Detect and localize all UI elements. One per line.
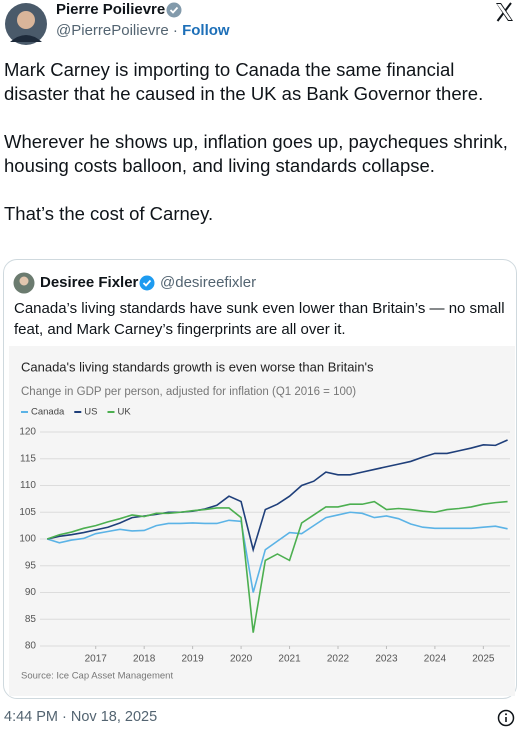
quote-avatar xyxy=(13,272,35,294)
x-tick-label: 2017 xyxy=(85,654,108,665)
x-tick-label: 2023 xyxy=(375,654,398,665)
y-tick-label: 100 xyxy=(19,534,36,545)
chart-subtitle: Change in GDP per person, adjusted for i… xyxy=(21,386,356,398)
tweet-text: Mark Carney is importing to Canada the s… xyxy=(4,58,516,226)
paragraph: That’s the cost of Carney. xyxy=(4,203,214,224)
y-tick-label: 90 xyxy=(25,587,37,598)
quote-handle: @desireefixler xyxy=(160,274,257,291)
paragraph: Wherever he shows up, inflation goes up,… xyxy=(4,131,508,176)
chart-source: Source: Ice Cap Asset Management xyxy=(21,671,173,682)
quote-text: Canada’s living standards have sunk even… xyxy=(14,300,505,338)
x-tick-label: 2024 xyxy=(424,654,447,665)
x-tick-label: 2022 xyxy=(327,654,350,665)
quote-card[interactable]: Desiree Fixler @desireefixler Canada’s l… xyxy=(3,259,517,699)
verified-badge xyxy=(139,275,155,291)
handle: @PierrePoilievre xyxy=(56,22,169,39)
avatar xyxy=(5,3,47,45)
x-tick-label: 2019 xyxy=(182,654,205,665)
legend-label: US xyxy=(84,407,97,418)
legend-label: UK xyxy=(117,407,131,418)
y-tick-label: 95 xyxy=(25,560,37,571)
x-tick-label: 2018 xyxy=(133,654,156,665)
author-name: Pierre Poilievre xyxy=(56,1,166,18)
x-tick-label: 2020 xyxy=(230,654,253,665)
y-tick-label: 105 xyxy=(19,507,36,518)
info-icon[interactable] xyxy=(497,709,515,727)
paragraph: Mark Carney is importing to Canada the s… xyxy=(4,59,484,104)
x-tick-label: 2021 xyxy=(278,654,301,665)
quote-name: Desiree Fixler xyxy=(40,274,139,291)
y-tick-label: 80 xyxy=(25,641,37,652)
chart-title: Canada's living standards growth is even… xyxy=(21,359,374,374)
author-handle: @PierrePoilievre · Follow xyxy=(56,22,230,39)
y-tick-label: 110 xyxy=(20,480,36,491)
y-tick-label: 115 xyxy=(20,453,36,464)
timestamp: 4:44 PM · Nov 18, 2025 xyxy=(4,709,158,725)
x-tick-label: 2025 xyxy=(472,654,495,665)
series-line xyxy=(47,500,508,633)
chart: Canada's living standards growth is even… xyxy=(9,346,515,696)
series-line xyxy=(47,439,508,553)
series-line xyxy=(47,511,508,593)
legend-label: Canada xyxy=(31,407,65,418)
y-tick-label: 120 xyxy=(19,427,36,438)
verified-badge xyxy=(166,2,182,18)
y-tick-label: 85 xyxy=(25,614,37,625)
x-logo[interactable] xyxy=(494,2,514,22)
follow-button[interactable]: Follow xyxy=(182,22,230,39)
